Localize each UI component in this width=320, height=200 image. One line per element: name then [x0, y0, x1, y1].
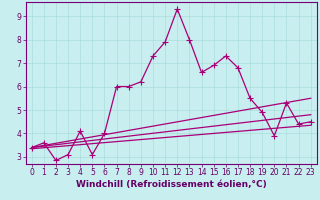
- X-axis label: Windchill (Refroidissement éolien,°C): Windchill (Refroidissement éolien,°C): [76, 180, 267, 189]
